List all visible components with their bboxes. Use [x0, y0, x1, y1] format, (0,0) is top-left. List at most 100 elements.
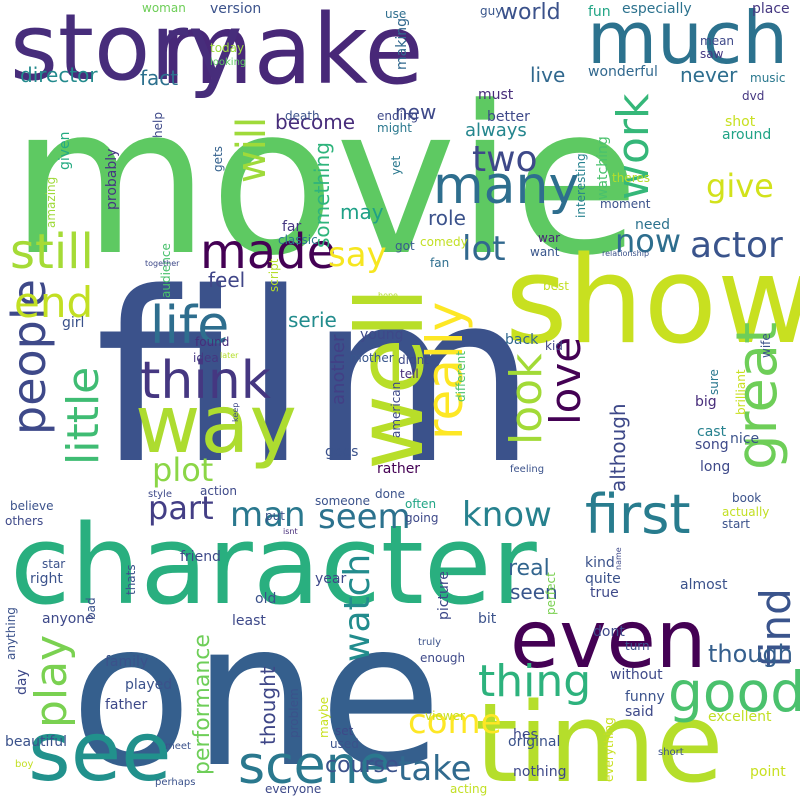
word-think: think: [140, 351, 271, 411]
word-actor: actor: [690, 225, 783, 266]
word-moment: moment: [600, 197, 651, 211]
word-fan: fan: [430, 256, 450, 270]
word-problem: problem: [287, 688, 301, 738]
word-give: give: [706, 167, 774, 205]
word-looking: looking: [210, 57, 247, 68]
word-guy: guy: [480, 4, 503, 18]
word-mother: mother: [350, 351, 394, 365]
word-saw: saw: [700, 47, 724, 61]
word-story: story: [10, 0, 243, 101]
word-name: name: [614, 547, 623, 570]
word-day: day: [14, 669, 30, 695]
word-truly: truly: [418, 637, 442, 648]
word-say: say: [328, 235, 387, 275]
word-family: family: [105, 654, 149, 670]
word-making: making: [394, 18, 410, 70]
word-action: action: [200, 484, 237, 498]
word-thing: thing: [478, 656, 592, 707]
word-better: better: [487, 109, 530, 125]
word-maybe: maybe: [317, 696, 331, 738]
word-character: character: [10, 501, 537, 629]
word-although: although: [606, 403, 630, 492]
word-wonderful: wonderful: [588, 64, 658, 80]
word-made: made: [200, 224, 337, 280]
word-watch: watch: [337, 553, 378, 662]
word-especially: especially: [622, 1, 692, 17]
word-course: course: [325, 753, 399, 778]
word-even: even: [510, 593, 707, 686]
word-style: style: [148, 489, 172, 500]
word-war: war: [538, 231, 561, 245]
word-end: end: [14, 278, 94, 327]
word-put: put: [265, 509, 285, 523]
word-director: director: [20, 63, 98, 87]
word-year: year: [315, 571, 347, 587]
word-film: film: [95, 243, 538, 516]
word-everyone: everyone: [265, 782, 322, 796]
word-need: need: [635, 217, 670, 233]
word-idea: idea: [193, 351, 219, 365]
word-best: best: [543, 279, 569, 293]
word-perhaps: perhaps: [155, 777, 196, 788]
word-audience: audience: [159, 243, 173, 298]
word-said: said: [625, 704, 654, 720]
word-turn: turn: [625, 639, 650, 653]
word-comedy: comedy: [420, 235, 468, 249]
word-viewer: viewer: [425, 709, 465, 723]
word-scene: scene: [238, 736, 391, 796]
word-never: never: [680, 63, 738, 87]
word-short: short: [658, 747, 684, 758]
word-keep: keep: [231, 402, 240, 422]
word-old: old: [255, 591, 277, 607]
word-kid: kid: [545, 339, 563, 353]
word-girl: girl: [62, 315, 85, 331]
word-rather: rather: [377, 461, 421, 477]
word-know: know: [462, 495, 552, 535]
word-actually: actually: [722, 505, 770, 519]
word-might: might: [377, 121, 412, 135]
word-found: found: [195, 335, 230, 349]
word-brilliant: brilliant: [734, 369, 748, 415]
word-thats: thats: [124, 564, 138, 595]
word-big: big: [695, 394, 717, 410]
word-sure: sure: [707, 369, 721, 395]
word-mean: mean: [700, 34, 735, 48]
word-movie: movie: [10, 63, 640, 301]
word-music: music: [750, 71, 786, 85]
word-without: without: [610, 667, 663, 683]
word-feeling: feeling: [510, 464, 545, 475]
word-song: song: [695, 437, 729, 453]
word-relationship: relationship: [602, 249, 650, 258]
word-see: see: [28, 705, 172, 800]
word-going: going: [405, 511, 439, 525]
word-together: together: [145, 259, 180, 268]
word-live: live: [530, 63, 566, 87]
word-anything: anything: [4, 607, 18, 660]
word-classic: classic: [278, 233, 318, 247]
word-take: take: [398, 749, 472, 789]
word-still: still: [10, 224, 94, 280]
word-time: time: [475, 679, 724, 800]
word-american: american: [389, 381, 403, 438]
word-book: book: [732, 491, 762, 505]
word-quite: quite: [585, 571, 621, 587]
word-nice: nice: [730, 431, 760, 447]
word-set: set: [335, 724, 354, 738]
word-now: now: [615, 222, 682, 260]
word-interesting: interesting: [574, 153, 588, 218]
word-someone: someone: [315, 494, 370, 508]
word-woman: woman: [142, 1, 186, 15]
word-everything: everything: [602, 717, 616, 782]
word-kind: kind: [585, 555, 615, 571]
word-isnt: isnt: [283, 527, 298, 536]
word-first: first: [585, 483, 691, 546]
word-true: true: [590, 585, 619, 601]
word-start: start: [722, 517, 750, 531]
word-meet: meet: [165, 741, 191, 752]
word-theres: theres: [612, 171, 650, 185]
word-another: another: [328, 334, 349, 405]
word-serie: serie: [288, 308, 337, 332]
word-dvd: dvd: [742, 89, 765, 103]
word-played: played: [125, 677, 173, 693]
